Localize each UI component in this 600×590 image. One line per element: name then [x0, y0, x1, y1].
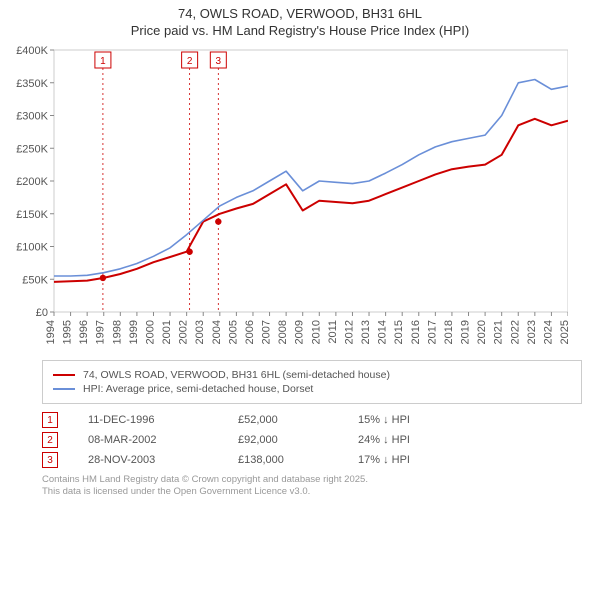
- y-tick-label: £150K: [16, 209, 48, 221]
- x-tick-label: 2009: [294, 320, 306, 344]
- x-tick-label: 2006: [244, 320, 256, 344]
- x-tick-label: 2019: [460, 320, 472, 344]
- transaction-price: £138,000: [238, 454, 358, 466]
- legend-swatch: [53, 374, 75, 376]
- x-tick-label: 2004: [211, 320, 223, 344]
- x-tick-label: 2017: [426, 320, 438, 344]
- x-tick-label: 2014: [377, 320, 389, 344]
- plot-border: [54, 50, 568, 312]
- x-tick-label: 2008: [277, 320, 289, 344]
- legend-row: 74, OWLS ROAD, VERWOOD, BH31 6HL (semi-d…: [53, 369, 571, 381]
- y-tick-label: £200K: [16, 176, 48, 188]
- legend-label: 74, OWLS ROAD, VERWOOD, BH31 6HL (semi-d…: [83, 369, 390, 381]
- legend-label: HPI: Average price, semi-detached house,…: [83, 383, 313, 395]
- x-tick-label: 2003: [194, 320, 206, 344]
- x-tick-label: 2001: [161, 320, 173, 344]
- transaction-row: 1 11-DEC-1996£52,00015% ↓ HPI: [42, 412, 582, 428]
- x-tick-label: 2013: [360, 320, 372, 344]
- transaction-price: £52,000: [238, 414, 358, 426]
- legend: 74, OWLS ROAD, VERWOOD, BH31 6HL (semi-d…: [42, 360, 582, 404]
- x-tick-label: 2018: [443, 320, 455, 344]
- transaction-point: [186, 249, 192, 255]
- y-tick-label: £100K: [16, 242, 48, 254]
- x-tick-label: 2024: [542, 320, 554, 344]
- x-tick-label: 1996: [78, 320, 90, 344]
- x-tick-label: 1995: [62, 320, 74, 344]
- x-tick-label: 2020: [476, 320, 488, 344]
- x-tick-label: 1997: [95, 320, 107, 344]
- transaction-date: 08-MAR-2002: [88, 434, 238, 446]
- y-tick-label: £300K: [16, 111, 48, 123]
- x-tick-label: 2012: [343, 320, 355, 344]
- x-tick-label: 2022: [509, 320, 521, 344]
- transaction-number-badge: 3: [42, 452, 58, 468]
- y-tick-label: £400K: [16, 45, 48, 57]
- legend-swatch: [53, 388, 75, 390]
- x-tick-label: 2025: [559, 320, 568, 344]
- transaction-flag-number: 2: [187, 56, 193, 67]
- transaction-date: 11-DEC-1996: [88, 414, 238, 426]
- transaction-number-badge: 1: [42, 412, 58, 428]
- transactions-table: 1 11-DEC-1996£52,00015% ↓ HPI 2 08-MAR-2002…: [42, 412, 582, 468]
- x-tick-label: 1998: [111, 320, 123, 344]
- footnote-line1: Contains HM Land Registry data © Crown c…: [42, 474, 582, 486]
- transaction-diff: 17% ↓ HPI: [358, 454, 582, 466]
- x-tick-label: 2002: [178, 320, 190, 344]
- price-chart: £0 £50K £100K £150K £200K £250K £300K £350K £400…: [8, 44, 568, 354]
- x-tick-label: 2023: [526, 320, 538, 344]
- transaction-row: 2 08-MAR-2002£92,00024% ↓ HPI: [42, 432, 582, 448]
- chart-area: £0 £50K £100K £150K £200K £250K £300K £350K £400…: [8, 44, 582, 354]
- title-address: 74, OWLS ROAD, VERWOOD, BH31 6HL: [10, 6, 590, 21]
- x-tick-label: 2016: [410, 320, 422, 344]
- x-tick-label: 2010: [310, 320, 322, 344]
- y-tick-label: £350K: [16, 78, 48, 90]
- x-tick-label: 2007: [261, 320, 273, 344]
- transaction-point: [100, 275, 106, 281]
- transaction-number-badge: 2: [42, 432, 58, 448]
- footnote: Contains HM Land Registry data © Crown c…: [42, 474, 582, 499]
- x-tick-label: 2005: [227, 320, 239, 344]
- title-block: 74, OWLS ROAD, VERWOOD, BH31 6HL Price p…: [0, 0, 600, 40]
- transaction-point: [215, 218, 221, 224]
- x-tick-label: 1994: [45, 320, 57, 344]
- transaction-price: £92,000: [238, 434, 358, 446]
- x-tick-label: 2000: [144, 320, 156, 344]
- x-tick-label: 2011: [327, 320, 339, 344]
- footnote-line2: This data is licensed under the Open Gov…: [42, 486, 582, 498]
- x-tick-label: 2015: [393, 320, 405, 344]
- y-tick-label: £250K: [16, 143, 48, 155]
- y-tick-label: £0: [36, 307, 48, 319]
- x-tick-label: 2021: [493, 320, 505, 344]
- transaction-flag-number: 3: [216, 56, 222, 67]
- transaction-row: 3 28-NOV-2003£138,00017% ↓ HPI: [42, 452, 582, 468]
- title-subtitle: Price paid vs. HM Land Registry's House …: [10, 23, 590, 38]
- transaction-date: 28-NOV-2003: [88, 454, 238, 466]
- legend-row: HPI: Average price, semi-detached house,…: [53, 383, 571, 395]
- transaction-diff: 24% ↓ HPI: [358, 434, 582, 446]
- x-tick-label: 1999: [128, 320, 140, 344]
- transaction-diff: 15% ↓ HPI: [358, 414, 582, 426]
- y-tick-label: £50K: [22, 274, 48, 286]
- transaction-flag-number: 1: [100, 56, 106, 67]
